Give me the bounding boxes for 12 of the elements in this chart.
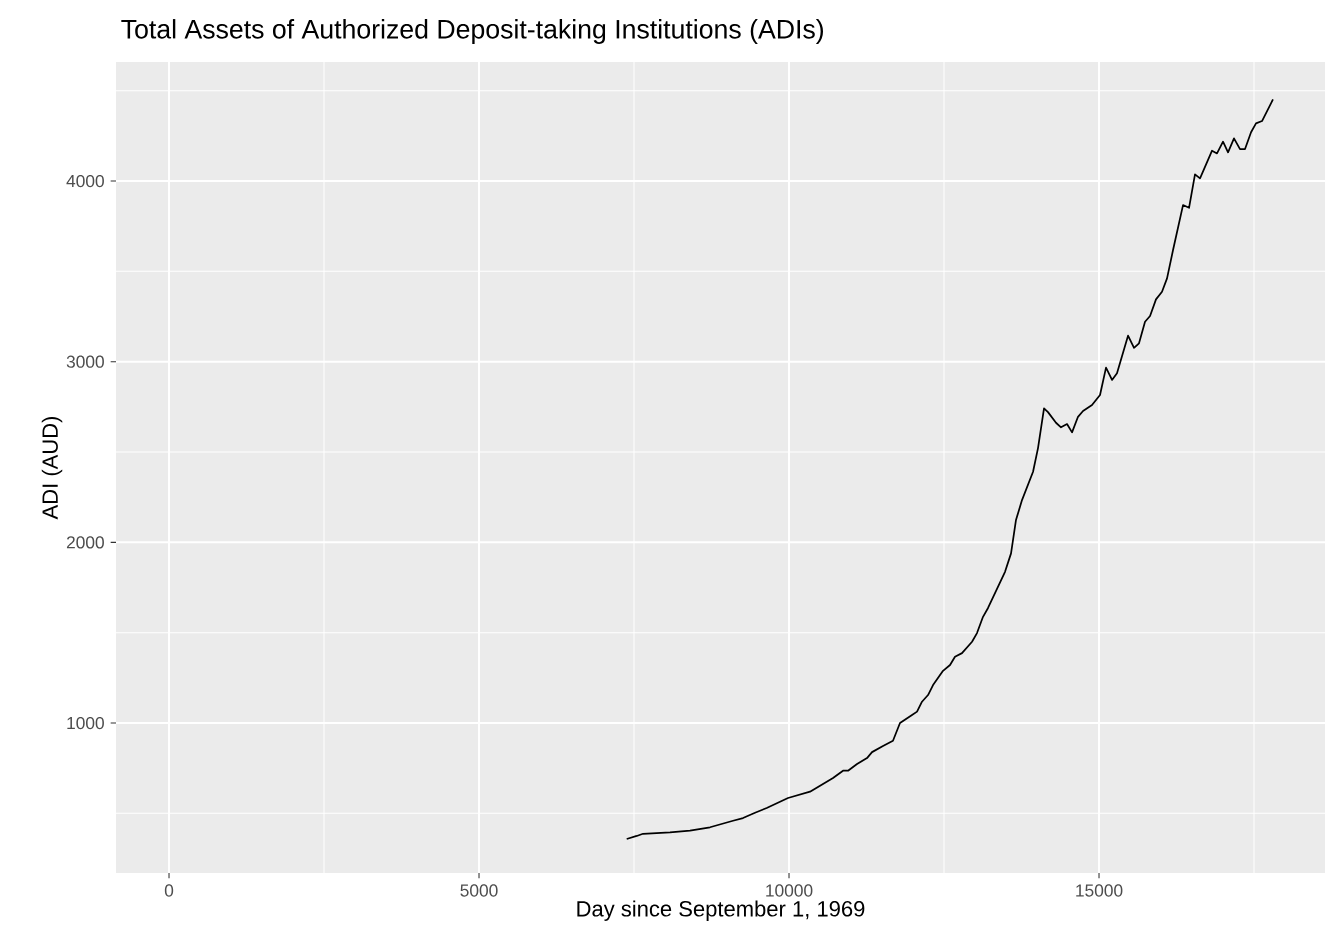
- x-axis-title: Day since September 1, 1969: [577, 900, 865, 921]
- x-tick-label: 0: [164, 884, 174, 897]
- y-tick-label: 3000: [66, 355, 104, 368]
- y-axis-title: ADI (AUD): [41, 416, 63, 520]
- x-tick-label: 10000: [766, 884, 813, 897]
- y-tick-label: 2000: [66, 536, 104, 549]
- y-tick-label: 4000: [66, 174, 104, 188]
- chart-title: Total Assets of Authorized Deposit-taking Institutions (ADIs): [121, 19, 824, 44]
- line-series: [625, 98, 1274, 840]
- x-tick-label: 15000: [1076, 884, 1123, 897]
- y-tick-label: 1000: [67, 716, 104, 730]
- x-tick-label: 5000: [460, 884, 498, 897]
